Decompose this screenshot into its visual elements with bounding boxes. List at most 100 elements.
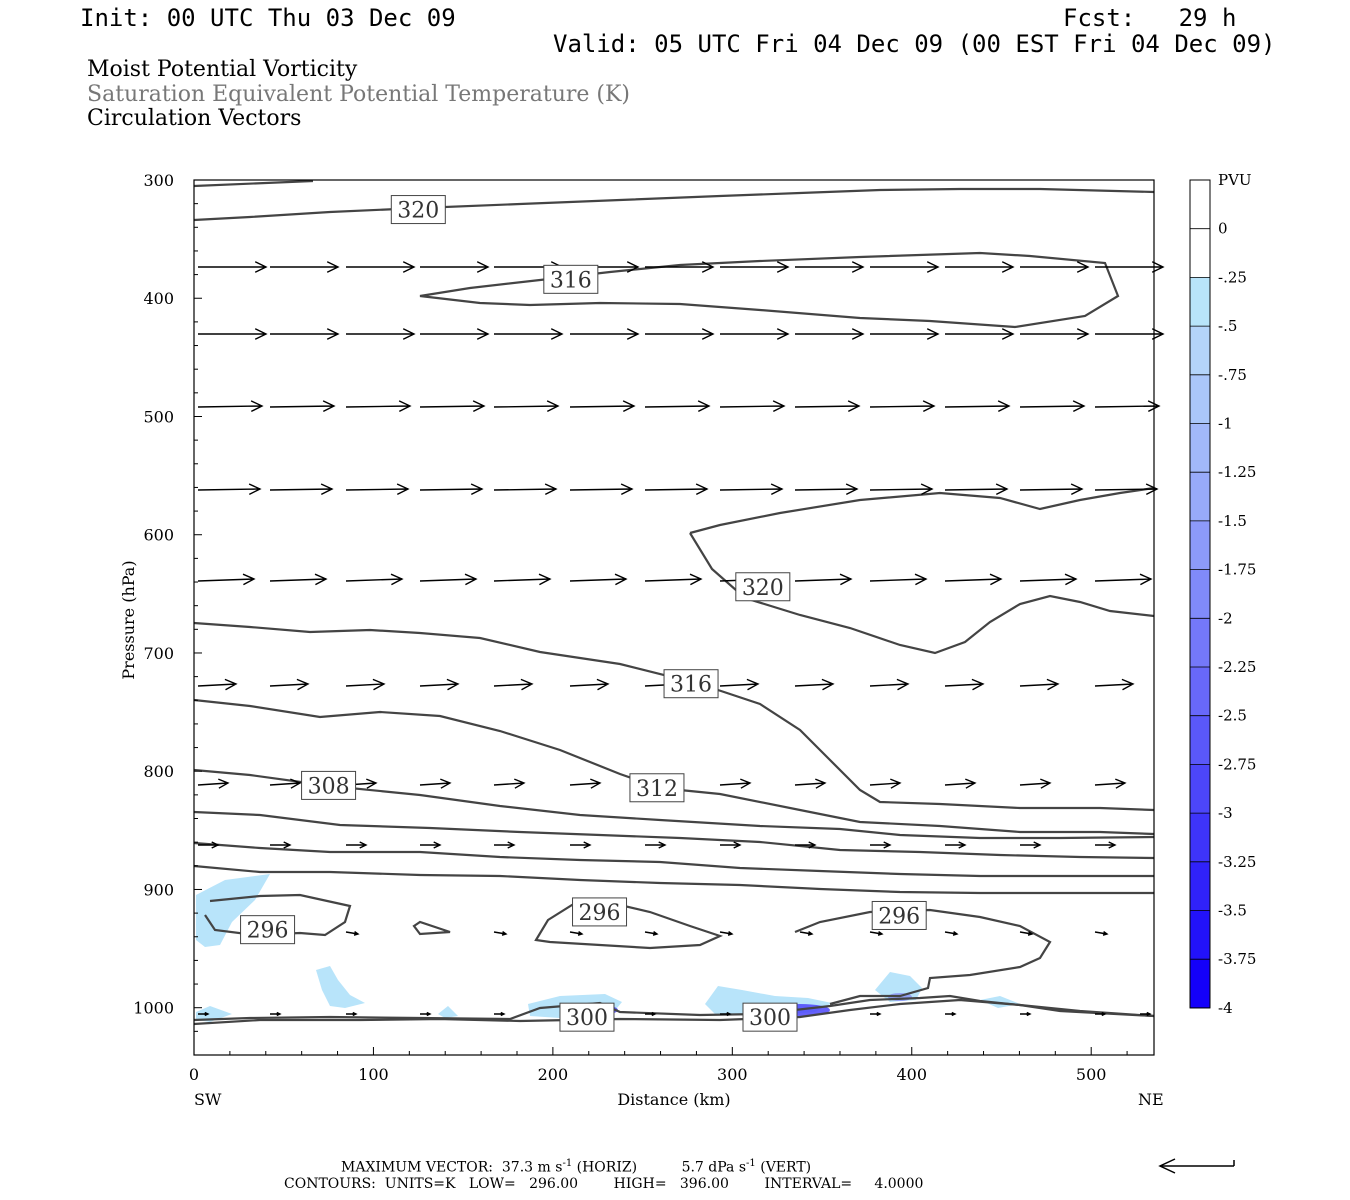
init-time: Init: 00 UTC Thu 03 Dec 09	[80, 4, 456, 32]
contour-label-text-2: 320	[742, 576, 784, 601]
vector-arrow-122	[720, 1011, 732, 1017]
vector-arrow-50	[1019, 483, 1084, 496]
contour-label-box-8	[240, 915, 296, 945]
vector-arrow-30	[493, 400, 560, 413]
distance-axis: 0 100 200 300 400 500	[189, 1047, 1128, 1084]
contour-label-text-1: 316	[550, 268, 592, 293]
y-tick-label-6: 900	[143, 880, 174, 899]
vector-arrow-24	[1020, 328, 1090, 340]
vector-arrow-47	[794, 483, 859, 496]
colorbar-label-10: -2.5	[1218, 707, 1247, 725]
vector-arrow-98	[720, 841, 742, 849]
y-tick-label-2: 500	[143, 407, 174, 426]
colorbar-label-2: -.5	[1218, 317, 1237, 335]
colorbar-swatch-13	[1190, 813, 1210, 863]
vector-arrow-26	[197, 400, 264, 413]
vector-arrow-2	[346, 261, 416, 273]
vector-arrow-88	[944, 778, 977, 789]
colorbar-label-16: -4	[1218, 999, 1233, 1017]
colorbar-swatch-16	[1190, 959, 1210, 1009]
colorbar-swatch-4	[1190, 374, 1210, 424]
sw-label: SW	[194, 1090, 222, 1109]
vector-arrow-85	[719, 778, 752, 789]
pv-shade-area-1	[316, 966, 365, 1008]
vector-arrow-49	[944, 483, 1009, 496]
colorbar-swatch-9	[1190, 618, 1210, 668]
vector-arrow-70	[569, 678, 610, 691]
vector-arrow-10	[945, 261, 1015, 273]
pressure-axis: 300 400 500 600 700 800 900 1000	[133, 171, 202, 1056]
colorbar-label-1: -.25	[1218, 268, 1247, 286]
colorbar-swatch-10	[1190, 667, 1210, 717]
vector-arrow-97	[645, 841, 667, 849]
vector-arrow-79	[269, 778, 302, 789]
colorbar-label-8: -2	[1218, 609, 1233, 627]
max-vector-line: MAXIMUM VECTOR: 37.3 m s-1 (HORIZ) 5.7 d…	[341, 1158, 811, 1176]
vector-arrow-101	[945, 841, 967, 849]
vector-arrow-13	[198, 328, 268, 340]
max-vector-vert: 5.7 dPa s	[681, 1159, 747, 1176]
vector-arrow-90	[1094, 778, 1127, 789]
contour-label-3: 316	[663, 669, 719, 699]
vector-arrow-53	[269, 573, 328, 586]
contour-labels: 320 316 320 316 308 312 296 296 296 300 300	[240, 195, 927, 1032]
colorbar-swatch-5	[1190, 423, 1210, 473]
valid-time: Valid: 05 UTC Fri 04 Dec 09 (00 EST Fri …	[553, 30, 1276, 58]
vector-arrow-6	[645, 261, 715, 273]
vector-arrow-31	[569, 400, 636, 413]
contour-label-text-10: 300	[749, 1006, 791, 1031]
vector-arrow-61	[869, 573, 928, 586]
vector-arrow-8	[795, 261, 865, 273]
contour-label-box-1	[543, 264, 599, 294]
pv-shade-area-5	[875, 972, 922, 1002]
vector-arrow-46	[719, 483, 784, 496]
vector-arrow-75	[944, 678, 985, 691]
x-axis-label: Distance (km)	[617, 1090, 730, 1109]
colorbar-label-12: -3	[1218, 804, 1233, 822]
vector-arrow-56	[493, 573, 552, 586]
colorbar-label-0: 0	[1218, 220, 1228, 238]
vector-arrow-33	[719, 400, 786, 413]
field-title-theta-es: Saturation Equivalent Potential Temperat…	[87, 82, 630, 107]
vector-arrow-42	[419, 483, 484, 496]
contour-label-box-6	[572, 897, 628, 927]
vector-arrow-11	[1020, 261, 1090, 273]
vector-arrow-51	[1094, 483, 1159, 496]
vector-arrow-118	[420, 1011, 432, 1017]
vector-arrow-18	[570, 328, 640, 340]
vector-arrow-34	[794, 400, 861, 413]
theta-es-contour-8	[193, 841, 1154, 878]
colorbar-label-14: -3.5	[1218, 902, 1247, 920]
vector-arrow-16	[420, 328, 490, 340]
vector-arrow-25	[1095, 328, 1165, 340]
field-title-pv: Moist Potential Vorticity	[87, 57, 358, 82]
vector-arrow-102	[1020, 841, 1042, 849]
contour-label-box-0	[390, 195, 446, 225]
vector-arrow-62	[944, 573, 1003, 586]
vector-arrow-35	[869, 400, 936, 413]
vector-arrow-87	[869, 778, 902, 789]
vector-arrow-65	[197, 678, 238, 691]
colorbar-label-5: -1.25	[1218, 463, 1256, 481]
contour-label-0: 320	[390, 195, 446, 225]
max-vector-label: MAXIMUM VECTOR:	[341, 1159, 493, 1176]
theta-es-contours	[193, 179, 1155, 1026]
contour-label-box-9	[559, 1002, 615, 1032]
colorbar-label-13: -3.25	[1218, 853, 1256, 871]
pv-colorbar: PVU 0 -.25 -.5 -.75 -1 -1.25 -1.5 -1.75 -2 -2.25 -2…	[1189, 171, 1256, 1017]
colorbar-label-6: -1.5	[1218, 512, 1247, 530]
circulation-vectors	[197, 261, 1165, 1017]
theta-es-contour-0	[193, 179, 314, 188]
y-tick-label-0: 300	[143, 171, 174, 190]
contour-label-text-0: 320	[397, 199, 439, 224]
vector-arrow-115	[198, 1011, 210, 1017]
vector-arrow-12	[1095, 261, 1165, 273]
colorbar-swatch-1	[1190, 228, 1210, 278]
vector-arrow-22	[870, 328, 940, 340]
vector-arrow-106	[493, 931, 508, 936]
horiz-exponent: -1	[562, 1158, 573, 1169]
vector-arrow-96	[570, 841, 592, 849]
contour-label-4: 308	[301, 770, 357, 800]
vector-arrow-92	[270, 841, 292, 849]
vector-arrow-9	[870, 261, 940, 273]
